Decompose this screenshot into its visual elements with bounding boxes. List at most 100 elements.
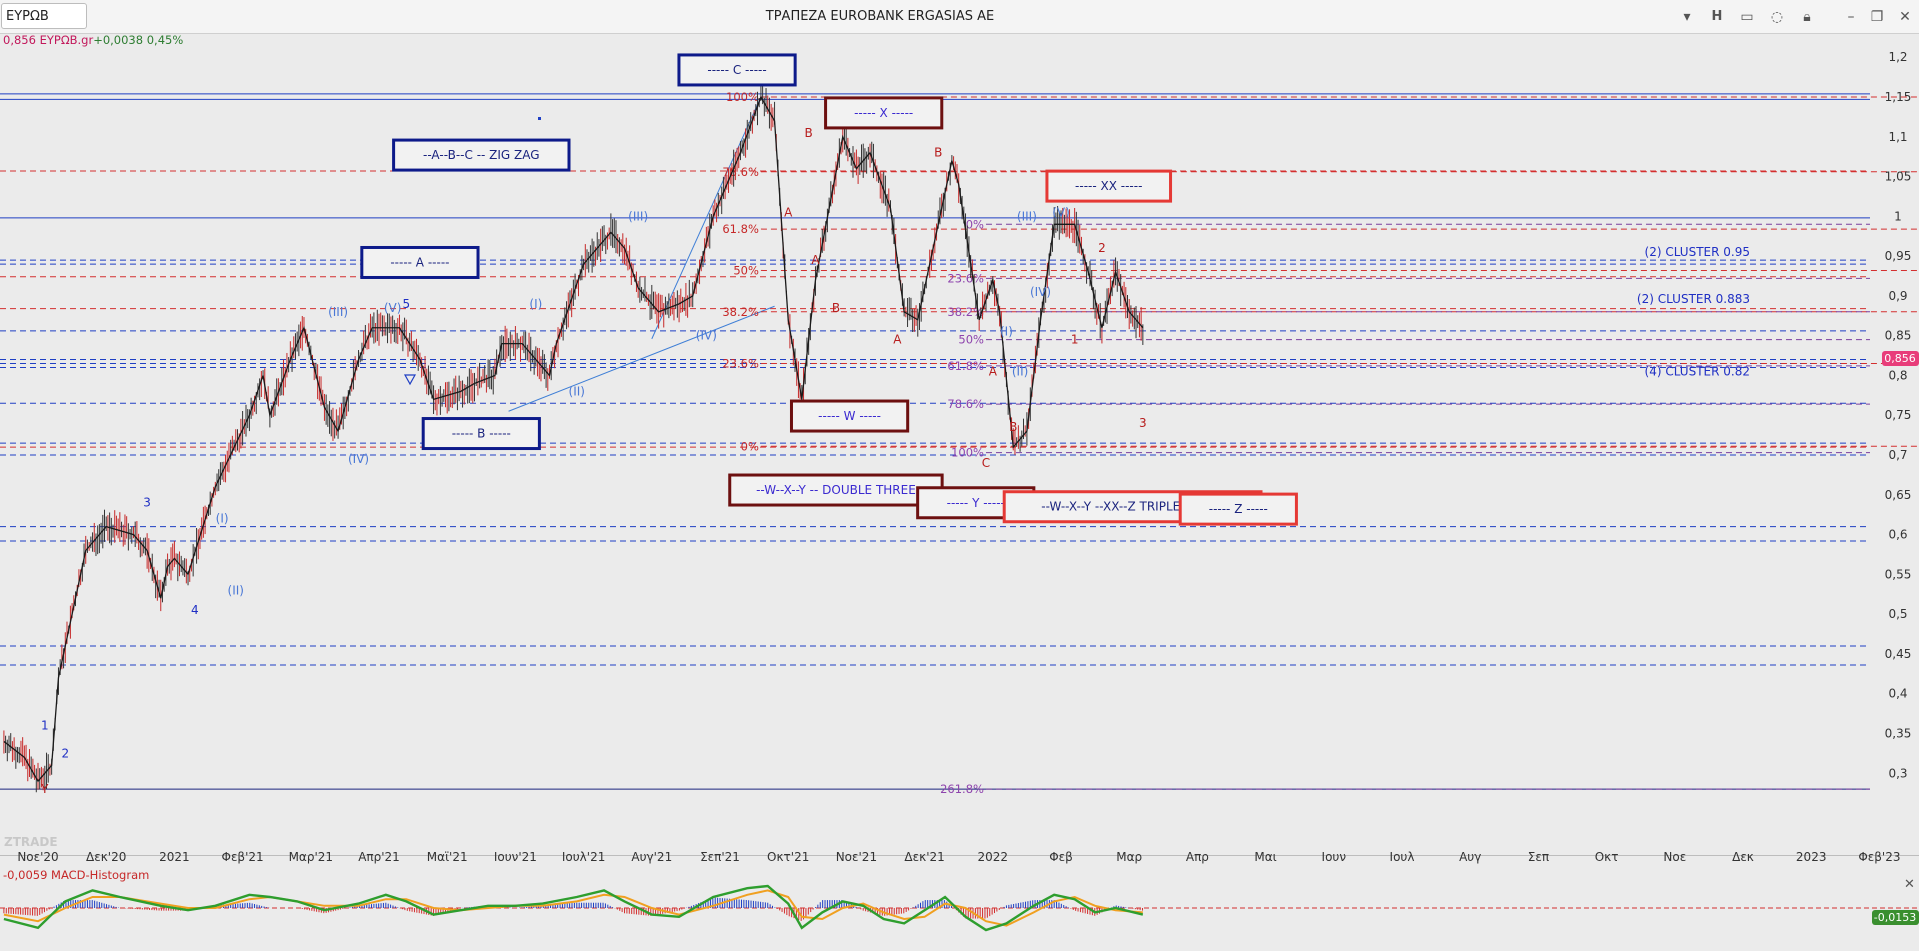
wave-label: (III) bbox=[328, 305, 348, 319]
macd-line bbox=[3, 884, 1144, 932]
y-tick-label: 0,4 bbox=[1888, 687, 1907, 701]
wave-label: (IV) bbox=[696, 329, 717, 343]
annotation-box: ----- A ----- bbox=[360, 245, 480, 279]
fib-label: 78.6% bbox=[722, 165, 759, 179]
marker-dot bbox=[538, 117, 541, 120]
cluster-label: (2) CLUSTER 0.95 bbox=[1645, 245, 1750, 259]
y-tick-label: 1,15 bbox=[1885, 90, 1912, 104]
wave-label: (V) bbox=[384, 301, 402, 315]
fib-label: 61.8% bbox=[947, 359, 984, 373]
x-tick-label: Αυγ'21 bbox=[631, 850, 672, 864]
annotation-box: ----- X ----- bbox=[824, 96, 944, 130]
wave-label: B bbox=[1009, 420, 1017, 434]
y-tick-label: 0,75 bbox=[1885, 408, 1912, 422]
wave-label: (II) bbox=[569, 384, 585, 398]
wave-label: 2 bbox=[61, 746, 69, 760]
exchange-symbol: ΕΥΡΩΒ.gr bbox=[39, 33, 94, 47]
fib-label: 0% bbox=[741, 439, 759, 453]
fib-label: 50% bbox=[958, 333, 984, 347]
title-bar: ΕΥΡΩΒ ΤΡΑΠΕΖΑ EUROBANK ERGASIAS AE ▾ H ▭… bbox=[0, 0, 1919, 34]
annotation-box: ----- W ----- bbox=[789, 399, 910, 433]
horizontal-levels bbox=[0, 93, 1870, 790]
trend-line bbox=[651, 96, 762, 340]
x-tick-label: Φεβ'23 bbox=[1858, 850, 1900, 864]
x-tick-label: Οκτ'21 bbox=[767, 850, 809, 864]
macd-value-text: -0,0153 bbox=[1874, 911, 1916, 924]
fib-label: 78.6% bbox=[947, 397, 984, 411]
annotation-box-text: --A--B--C -- ZIG ZAG bbox=[423, 148, 540, 162]
fib-label: 0% bbox=[966, 217, 984, 231]
fib-label: 100% bbox=[951, 446, 984, 460]
y-tick-label: 1,05 bbox=[1885, 170, 1912, 184]
close-icon[interactable]: ✕ bbox=[1899, 9, 1911, 25]
y-tick-label: 0,3 bbox=[1888, 766, 1907, 780]
x-tick-label: Δεκ'20 bbox=[86, 850, 126, 864]
x-tick-label: Ιουν bbox=[1322, 850, 1347, 864]
x-tick-label: 2023 bbox=[1796, 850, 1827, 864]
fib-label: 38.2% bbox=[947, 305, 984, 319]
y-tick-label: 0,95 bbox=[1885, 249, 1912, 263]
speech-icon[interactable]: ◌ bbox=[1770, 9, 1784, 25]
cluster-label: (4) CLUSTER 0.82 bbox=[1645, 364, 1750, 378]
lock-icon[interactable]: 🔒︎ bbox=[1803, 9, 1811, 25]
wave-label: A bbox=[784, 205, 793, 219]
annotation-box-text: ----- Z ----- bbox=[1209, 502, 1268, 516]
h-button[interactable]: H bbox=[1711, 9, 1723, 24]
annotation-box-frame bbox=[824, 96, 944, 130]
x-tick-label: Σεπ'21 bbox=[700, 850, 740, 864]
macd-label: -0,0059 MACD-Histogram bbox=[3, 868, 149, 882]
annotation-box-text: ----- W ----- bbox=[818, 409, 881, 423]
x-tick-label: Απρ bbox=[1186, 850, 1209, 864]
y-tick-label: 0,45 bbox=[1885, 647, 1912, 661]
wave-label: (II) bbox=[228, 583, 244, 597]
x-tick-label: Σεπ bbox=[1528, 850, 1549, 864]
y-tick-label: 1 bbox=[1894, 209, 1902, 223]
fibonacci-retracement-b: 0% 23.6% 38.2% 50% 61.8% 78.6% 100% 261.8% bbox=[940, 217, 1870, 796]
wave-label: (I) bbox=[529, 297, 542, 311]
annotation-box: --A--B--C -- ZIG ZAG bbox=[392, 138, 571, 172]
x-tick-label: Ιουν'21 bbox=[494, 850, 537, 864]
price-badge-text: 0,856 bbox=[1884, 352, 1916, 365]
wave-label: (III) bbox=[628, 209, 648, 223]
x-tick-label: Μαι bbox=[1254, 850, 1276, 864]
wave-label: B bbox=[805, 126, 813, 140]
wave-label: B bbox=[832, 301, 840, 315]
y-tick-label: 0,6 bbox=[1888, 528, 1907, 542]
panel-icon[interactable]: ▭ bbox=[1740, 9, 1754, 25]
annotation-box: ----- Z ----- bbox=[1178, 492, 1298, 526]
restore-icon[interactable]: ❐ bbox=[1870, 9, 1884, 25]
macd-close-icon[interactable]: ✕ bbox=[1904, 877, 1915, 892]
wave-label: A bbox=[989, 364, 998, 378]
fib-label: 23.6% bbox=[947, 271, 984, 285]
wave-label: (IV) bbox=[1030, 285, 1051, 299]
annotation-box-text: --W--X--Y --XX--Z TRIPLE THREE bbox=[1041, 500, 1224, 514]
price-badge: 0,856 bbox=[1882, 351, 1919, 366]
symbol-input[interactable]: ΕΥΡΩΒ bbox=[1, 3, 87, 29]
annotation-box: ----- XX ----- bbox=[1045, 169, 1173, 203]
pane-separator bbox=[0, 855, 1919, 856]
annotation-box-frame bbox=[789, 399, 910, 433]
wave-label: (V) bbox=[1052, 205, 1070, 219]
y-tick-label: 0,8 bbox=[1888, 368, 1907, 382]
wave-label: C bbox=[982, 456, 990, 470]
y-tick-label: 0,5 bbox=[1888, 607, 1907, 621]
x-tick-label: Μαρ'21 bbox=[289, 850, 333, 864]
cluster-label: (2) CLUSTER 0.883 bbox=[1637, 292, 1750, 306]
x-tick-label: Νοε'20 bbox=[17, 850, 58, 864]
x-tick-label: 2021 bbox=[159, 850, 190, 864]
chevron-down-icon[interactable]: ▾ bbox=[1683, 9, 1691, 25]
x-axis: Νοε'20 Δεκ'20 2021 Φεβ'21 Μαρ'21 Απρ'21 Μαϊ'21… bbox=[17, 850, 1900, 864]
x-tick-label: Φεβ bbox=[1049, 850, 1073, 864]
annotation-box-frame bbox=[421, 417, 541, 451]
wave-label: 1 bbox=[1071, 333, 1079, 347]
y-tick-label: 0,35 bbox=[1885, 726, 1912, 740]
wave-label: Y bbox=[40, 782, 49, 796]
minimize-icon[interactable]: – bbox=[1847, 9, 1855, 25]
wave-label: 3 bbox=[143, 496, 151, 510]
annotation-box-text: ----- B ----- bbox=[452, 427, 511, 441]
annotation-box-text: ----- X ----- bbox=[854, 106, 913, 120]
wave-label: (I) bbox=[1000, 325, 1013, 339]
x-tick-label: 2022 bbox=[978, 850, 1009, 864]
annotation-box-frame bbox=[360, 245, 480, 279]
